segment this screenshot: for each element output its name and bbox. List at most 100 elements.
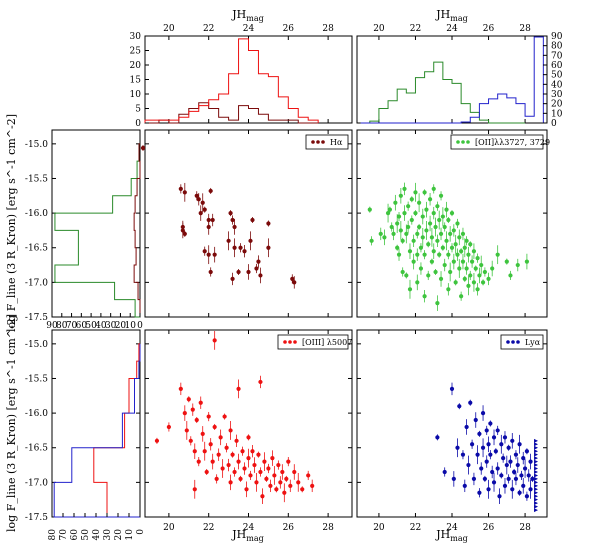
data-point-lyalpha (471, 476, 477, 482)
x-tick-label: 0 (137, 321, 143, 331)
data-point-oii (420, 235, 425, 240)
data-point-lyalpha (497, 494, 502, 499)
data-point-lyalpha (486, 487, 491, 492)
legend-marker (288, 340, 292, 344)
legend-marker (283, 340, 287, 344)
x-tick-label: 22 (203, 523, 214, 533)
data-point-oiii (178, 386, 183, 391)
data-point-oii (468, 242, 473, 247)
data-point-halpha (248, 238, 253, 243)
y-tick-label: 40 (551, 80, 563, 90)
data-point-lyalpha (479, 466, 484, 471)
x-tick-label: 22 (410, 523, 421, 533)
data-point-oii (449, 245, 455, 250)
data-point-oiii (306, 473, 311, 478)
data-point-halpha (206, 252, 211, 257)
upper-limit-marker (534, 469, 539, 474)
legend-marker (456, 140, 460, 144)
data-point-oii (406, 204, 411, 209)
legend-label: [OII]λλ3727, 3729 (475, 138, 550, 147)
data-point-oii (490, 266, 495, 271)
data-point-lyalpha (468, 400, 473, 405)
x-tick-label: 10 (124, 321, 136, 331)
data-point-oiii (222, 414, 227, 419)
x-axis-label: JHmag (435, 8, 468, 23)
data-point-oii (504, 259, 509, 264)
data-point-lyalpha (504, 462, 509, 468)
data-point-oii (400, 269, 405, 275)
data-point-oiii (268, 483, 273, 488)
data-point-halpha (202, 249, 207, 254)
histogram-top-lyalpha (360, 36, 544, 124)
data-point-oii (448, 269, 453, 275)
data-point-oii (453, 280, 458, 285)
x-tick-label: 28 (322, 24, 334, 34)
data-point-oii (369, 238, 374, 243)
y-tick-label: 30 (130, 32, 142, 42)
data-point-lyalpha (530, 476, 535, 482)
data-point-oiii (276, 462, 281, 468)
data-point-oii (444, 207, 449, 212)
x-tick-label: 22 (203, 24, 214, 34)
data-point-lyalpha (526, 473, 531, 478)
y-tick-label: 10 (130, 90, 142, 100)
x-tick-label: 28 (519, 523, 531, 533)
y-tick-label: 50 (551, 71, 563, 81)
data-point-oiii (220, 466, 225, 471)
data-point-oiii (282, 490, 287, 495)
data-point-halpha (230, 276, 235, 282)
data-point-oii (448, 231, 453, 236)
data-point-lyalpha (517, 442, 522, 447)
data-point-lyalpha (502, 483, 508, 488)
data-point-oiii (204, 469, 209, 475)
data-point-oii (429, 235, 435, 240)
data-point-lyalpha (442, 469, 447, 475)
data-point-oii (424, 207, 429, 212)
data-point-lyalpha (528, 487, 533, 492)
data-point-oii (437, 252, 442, 257)
data-point-lyalpha (499, 442, 504, 447)
data-point-oiii (296, 480, 301, 485)
data-point-oiii (264, 476, 269, 482)
data-point-oii (415, 252, 420, 257)
x-tick-label: 30 (105, 321, 117, 331)
data-point-oii (389, 224, 394, 230)
histogram-left-oiii (93, 343, 140, 518)
data-point-halpha (212, 252, 217, 257)
data-point-halpha (232, 224, 237, 230)
data-point-oii (391, 231, 396, 236)
data-point-oiii (266, 466, 271, 471)
data-point-oiii (240, 449, 245, 454)
data-point-halpha (198, 211, 203, 216)
data-point-lyalpha (501, 456, 506, 461)
data-point-oiii (310, 483, 315, 488)
data-point-lyalpha (506, 476, 511, 482)
data-point-oiii (230, 452, 235, 457)
data-point-oii (471, 280, 477, 285)
data-point-lyalpha (522, 466, 528, 471)
data-point-oii (393, 200, 398, 205)
data-point-oiii (250, 449, 255, 454)
x-tick-label: 20 (114, 529, 124, 541)
y-tick-label: 30 (551, 90, 563, 100)
data-point-oiii (188, 438, 193, 443)
data-point-oii (413, 211, 418, 216)
data-point-lyalpha (528, 459, 533, 464)
upper-limit-marker (534, 480, 539, 485)
data-point-lyalpha (455, 445, 460, 450)
data-point-oii (431, 186, 436, 191)
data-point-oii (515, 262, 520, 268)
data-point-oii (468, 273, 473, 278)
panel-frame-leftT (51, 129, 141, 318)
data-point-lyalpha (486, 442, 491, 447)
upper-limit-marker (534, 476, 539, 481)
data-point-halpha (292, 280, 297, 285)
data-point-lyalpha (493, 449, 498, 454)
upper-limit-marker (534, 449, 539, 454)
data-point-oiii (218, 435, 223, 440)
data-point-oii (407, 287, 413, 292)
data-point-lyalpha (502, 435, 508, 440)
upper-limit-marker (534, 445, 539, 450)
data-point-oii (431, 249, 436, 254)
legend-marker (311, 140, 315, 144)
